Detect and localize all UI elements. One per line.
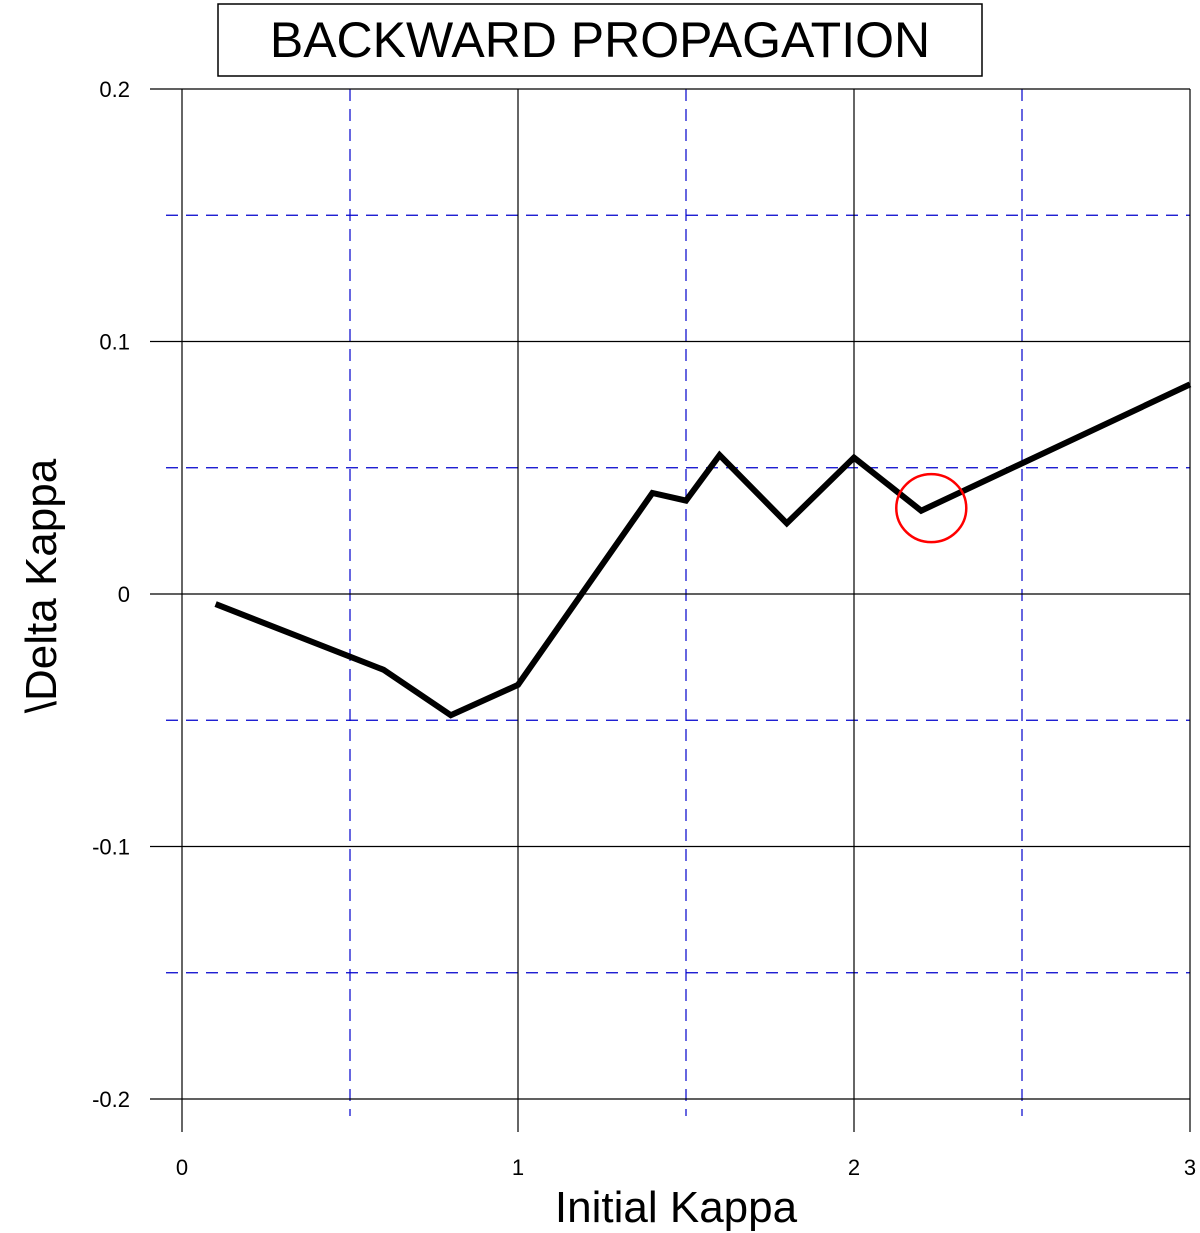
title-box — [217, 3, 983, 77]
y-tick-label: 0.2 — [99, 77, 130, 102]
x-tick-label: 3 — [1184, 1155, 1196, 1180]
series-layer — [214, 381, 1192, 719]
series-line — [214, 381, 1192, 719]
annotation-layer — [895, 472, 968, 544]
y-ticks: 0.2 0.1 0 -0.1 -0.2 — [92, 77, 130, 1112]
x-tick-label: 1 — [512, 1155, 524, 1180]
y-tick-label: -0.1 — [92, 835, 130, 860]
y-tick-label: 0.1 — [99, 330, 130, 355]
x-tick-label: 2 — [848, 1155, 860, 1180]
minor-grid — [166, 89, 1190, 1116]
y-axis-label: \Delta Kappa — [17, 458, 66, 713]
x-tick-label: 0 — [176, 1155, 188, 1180]
x-axis-label: Initial Kappa — [555, 1183, 798, 1232]
x-ticks: 0 1 2 3 — [176, 1155, 1196, 1180]
chart-title: BACKWARD PROPAGATION — [270, 12, 930, 68]
y-tick-label: -0.2 — [92, 1087, 130, 1112]
annotation-circle — [895, 472, 968, 544]
y-tick-label: 0 — [118, 582, 130, 607]
major-grid — [150, 88, 1191, 1132]
